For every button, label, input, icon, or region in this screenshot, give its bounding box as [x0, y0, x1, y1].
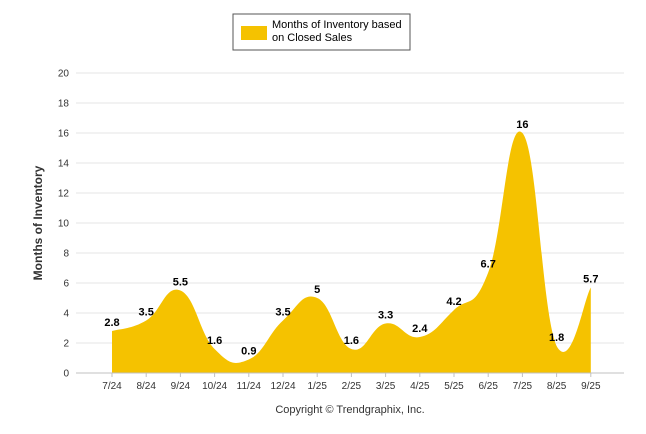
- x-tick-label: 7/24: [102, 381, 122, 392]
- legend: Months of Inventory based on Closed Sale…: [232, 13, 411, 51]
- x-tick-label: 1/25: [307, 381, 327, 392]
- data-label: 16: [516, 119, 528, 131]
- y-tick-label: 6: [63, 279, 69, 290]
- x-tick-label: 3/25: [376, 381, 396, 392]
- inventory-area: [112, 131, 591, 373]
- data-label: 4.2: [446, 296, 461, 308]
- y-tick-label: 20: [58, 69, 70, 80]
- data-label: 2.4: [412, 323, 428, 335]
- data-label: 3.3: [378, 310, 393, 322]
- y-axis-title: Months of Inventory: [31, 165, 45, 280]
- x-tick-label: 4/25: [410, 381, 430, 392]
- data-label: 5: [314, 284, 320, 296]
- y-tick-label: 0: [63, 369, 69, 380]
- x-tick-label: 8/24: [136, 381, 156, 392]
- y-tick-label: 14: [58, 159, 70, 170]
- legend-label-line1: Months of Inventory based: [272, 19, 402, 31]
- data-label: 3.5: [139, 307, 154, 319]
- data-label: 5.7: [583, 274, 598, 286]
- y-tick-label: 4: [63, 309, 69, 320]
- data-label: 3.5: [275, 307, 290, 319]
- x-tick-label: 8/25: [547, 381, 567, 392]
- y-tick-label: 18: [58, 99, 70, 110]
- x-tick-label: 11/24: [237, 381, 262, 392]
- data-label: 5.5: [173, 277, 188, 289]
- data-label: 1.8: [549, 332, 564, 344]
- y-tick-label: 16: [58, 129, 70, 140]
- copyright-text: Copyright © Trendgraphix, Inc.: [275, 404, 424, 416]
- data-label: 6.7: [481, 259, 496, 271]
- y-axis-ticks: 0 2 4 6 8 10 12 14 16 18 20: [58, 69, 70, 380]
- x-tick-label: 12/24: [270, 381, 295, 392]
- data-label: 1.6: [344, 335, 359, 347]
- y-tick-label: 2: [63, 339, 69, 350]
- y-tick-label: 10: [58, 219, 70, 230]
- x-tick-label: 10/24: [202, 381, 227, 392]
- data-label: 0.9: [241, 346, 256, 358]
- legend-label-line2: on Closed Sales: [272, 32, 353, 44]
- x-axis-ticks: 7/24 8/24 9/24 10/24 11/24 12/24 1/25 2/25 3/25 4…: [102, 373, 601, 392]
- y-tick-label: 8: [63, 249, 69, 260]
- x-tick-label: 2/25: [342, 381, 362, 392]
- y-tick-label: 12: [58, 189, 70, 200]
- data-label: 2.8: [104, 317, 119, 329]
- x-tick-label: 7/25: [513, 381, 533, 392]
- data-labels: 2.8 3.5 5.5 1.6 0.9 3.5 5 1.6 3.3 2.4 4.2 6.7 16 1.8 5…: [104, 119, 598, 358]
- x-tick-label: 9/24: [171, 381, 191, 392]
- x-tick-label: 6/25: [478, 381, 498, 392]
- x-tick-label: 9/25: [581, 381, 601, 392]
- x-tick-label: 5/25: [444, 381, 464, 392]
- legend-swatch: [241, 26, 267, 40]
- data-label: 1.6: [207, 335, 222, 347]
